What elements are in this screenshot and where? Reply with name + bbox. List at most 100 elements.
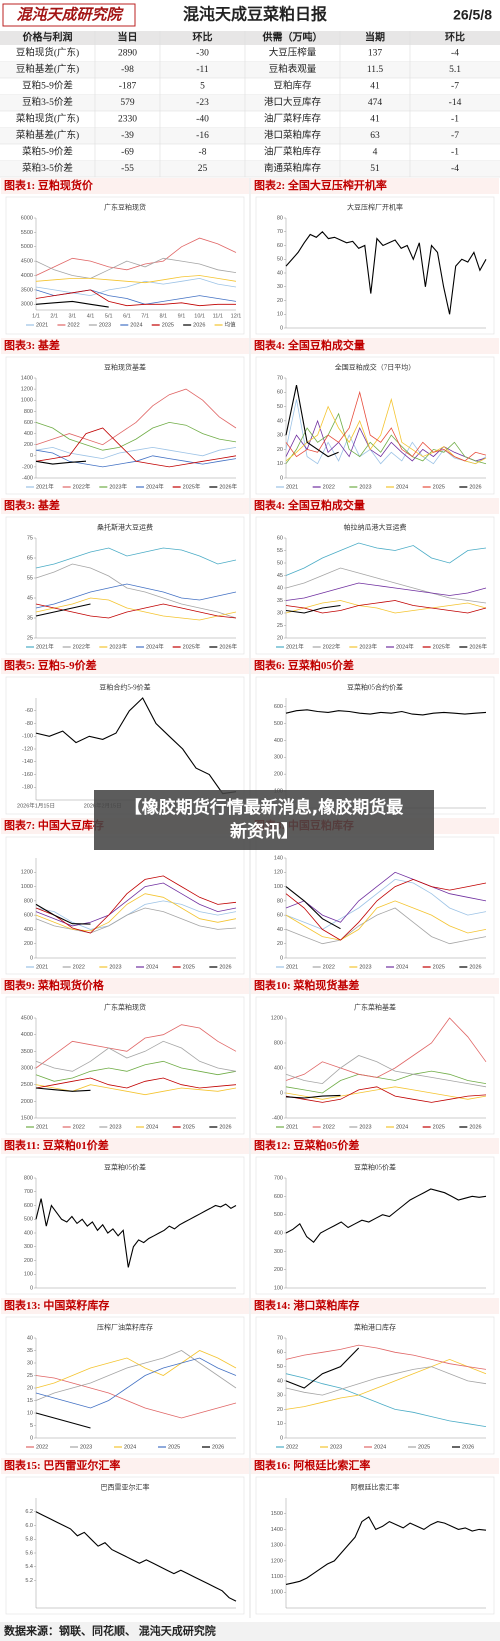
y-tick-label: 50 (277, 560, 283, 566)
x-tick-label: 5/1 (105, 313, 113, 319)
y-tick-label: 800 (274, 1040, 283, 1046)
table-cell: 豆粕5-9价差 (22, 79, 73, 91)
table-row-bg (0, 61, 500, 78)
y-tick-label: 30 (27, 1360, 33, 1366)
y-tick-label: 400 (274, 1230, 283, 1236)
series-line (285, 399, 487, 465)
legend-label: 2024年 (146, 482, 164, 490)
y-tick-label: 10 (27, 1410, 33, 1416)
table-cell: 2890 (118, 48, 137, 58)
panel-heading-bg (1, 178, 249, 194)
y-tick-label: -140 (22, 759, 33, 765)
chart-title: 大豆压榨厂开机率 (347, 203, 403, 212)
series-line (285, 1344, 487, 1370)
y-tick-label: 60 (277, 1350, 283, 1356)
y-tick-label: 0 (280, 1090, 283, 1096)
panel-heading-bg (1, 498, 249, 514)
chart-frame (255, 356, 495, 495)
table-cell: 137 (368, 48, 383, 58)
y-tick-label: -120 (22, 746, 33, 752)
y-tick-label: 2500 (21, 1082, 33, 1088)
legend-label: 2025 (162, 322, 174, 328)
y-tick-label: 60 (277, 913, 283, 919)
x-tick-label: 7/1 (141, 313, 149, 319)
y-tick-label: 20 (277, 1407, 283, 1413)
panel-heading-bg (251, 338, 499, 354)
y-tick-label: 500 (24, 1217, 33, 1223)
y-tick-label: 200 (24, 941, 33, 947)
series-line (35, 603, 91, 617)
y-tick-label: 50 (277, 404, 283, 410)
y-tick-label: 600 (274, 1194, 283, 1200)
y-tick-label: 20 (277, 941, 283, 947)
legend-label: 2022 (67, 322, 79, 328)
y-tick-label: 800 (24, 1175, 33, 1181)
y-tick-label: 25 (277, 623, 283, 629)
y-tick-label: 4500 (21, 1015, 33, 1021)
y-tick-label: 300 (24, 1244, 33, 1250)
series-line (35, 697, 237, 795)
chart-frame (255, 1156, 495, 1295)
series-line (35, 427, 237, 468)
x-tick-label: 9/1 (178, 313, 186, 319)
legend-label: 2025 (168, 1444, 180, 1450)
y-tick-label: 1200 (21, 387, 33, 393)
table-cell: 豆粕库存 (273, 79, 312, 91)
legend-label: 2022 (73, 1124, 85, 1130)
series-line (35, 907, 237, 934)
legend-label: 2021年 (36, 642, 54, 650)
y-tick-label: 40 (277, 927, 283, 933)
y-tick-label: 800 (24, 898, 33, 904)
legend-label: 2023 (359, 1124, 371, 1130)
series-line (285, 886, 341, 930)
series-line (35, 460, 87, 465)
legend-label: 2022 (323, 484, 335, 490)
legend-label: 均值 (225, 320, 237, 328)
table-cell: 豆粕现货(广东) (16, 46, 79, 58)
y-tick-label: 40 (277, 585, 283, 591)
table-cell: 南通菜粕库存 (264, 162, 322, 174)
series-line (35, 603, 237, 619)
legend-label: 2025 (183, 964, 195, 970)
y-tick-label: 3500 (21, 1049, 33, 1055)
y-tick-label: 30 (277, 610, 283, 616)
x-tick-label: 8/1 (159, 313, 167, 319)
chart-frame (255, 196, 495, 335)
y-tick-label: -80 (25, 721, 33, 727)
legend-label: 2024 (396, 1124, 408, 1130)
y-tick-label: -400 (272, 1115, 283, 1121)
legend-label: 2025年 (183, 642, 201, 650)
y-tick-label: 60 (277, 243, 283, 249)
y-tick-label: 80 (277, 898, 283, 904)
chart-title: 压榨厂油菜籽库存 (97, 1323, 153, 1332)
y-tick-label: 100 (274, 1285, 283, 1291)
panel-heading: 图表6: 豆菜粕05价差 (254, 658, 354, 672)
y-tick-label: -200 (22, 464, 33, 470)
y-tick-label: 140 (274, 855, 283, 861)
chart-frame (255, 996, 495, 1135)
legend-label: 2025 (418, 1444, 430, 1450)
y-tick-label: 1200 (21, 870, 33, 876)
chart-title: 广东豆粕现货 (104, 203, 146, 212)
legend-label: 2026 (469, 964, 481, 970)
banner-bg (94, 790, 434, 850)
legend-label: 2023年 (359, 642, 377, 650)
y-tick-label: 60 (277, 535, 283, 541)
series-line (35, 300, 109, 308)
panel-heading-bg (251, 978, 499, 994)
y-tick-label: -60 (25, 708, 33, 714)
legend-label: 2026 (193, 322, 205, 328)
series-line (35, 903, 91, 925)
y-tick-label: 50 (277, 257, 283, 263)
panel-heading: 图表3: 基差 (4, 498, 60, 512)
y-tick-label: 70 (277, 375, 283, 381)
legend-label: 2023 (109, 1124, 121, 1130)
series-line (35, 388, 237, 446)
y-tick-label: 5.6 (25, 1550, 33, 1556)
series-line (285, 1366, 487, 1396)
chart-title: 豆粕合约5-9价差 (99, 683, 150, 692)
y-tick-label: 40 (27, 1335, 33, 1341)
x-tick-label: 1/1 (32, 313, 40, 319)
y-tick-label: 3000 (21, 1065, 33, 1071)
